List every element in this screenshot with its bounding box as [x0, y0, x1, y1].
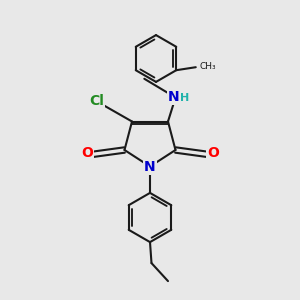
- Text: Cl: Cl: [89, 94, 104, 108]
- Text: O: O: [207, 146, 219, 160]
- Text: N: N: [144, 160, 156, 174]
- Text: CH₃: CH₃: [200, 62, 216, 71]
- Text: O: O: [81, 146, 93, 160]
- Text: H: H: [180, 93, 189, 103]
- Text: N: N: [168, 90, 180, 104]
